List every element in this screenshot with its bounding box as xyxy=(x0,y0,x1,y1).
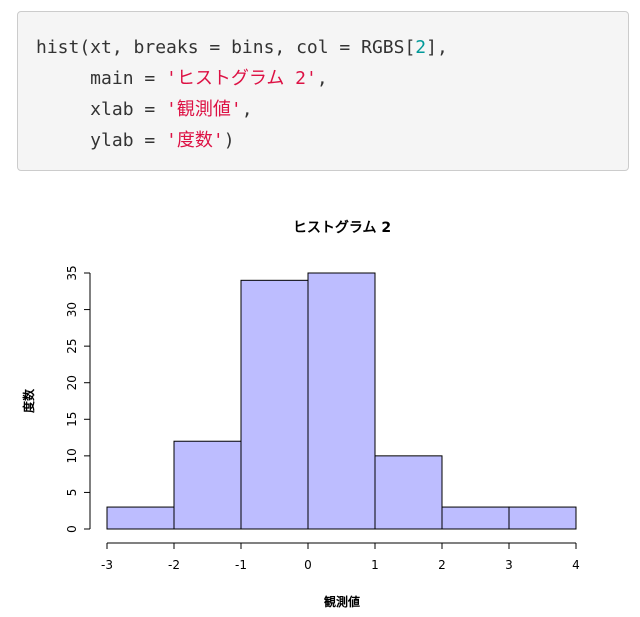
code-block: hist(xt, breaks = bins, col = RGBS[2], m… xyxy=(17,11,629,171)
y-axis-label: 度数 xyxy=(21,388,36,413)
x-tick-label: 1 xyxy=(371,558,379,572)
code-line: main = 'ヒストグラム 2', xyxy=(36,63,610,94)
x-axis: -3 -2 -1 0 1 2 3 4 xyxy=(101,542,580,572)
y-tick-label: 25 xyxy=(65,339,79,354)
histogram-bar xyxy=(173,440,242,530)
histogram-bar xyxy=(307,272,376,530)
code-line: hist(xt, breaks = bins, col = RGBS[2], xyxy=(36,32,610,63)
y-tick-label: 10 xyxy=(65,448,79,463)
x-tick-label: 4 xyxy=(572,558,580,572)
x-tick-label: -1 xyxy=(235,558,247,572)
bars-group xyxy=(106,272,577,530)
y-tick-label: 15 xyxy=(65,412,79,427)
code-token: ) xyxy=(223,130,235,151)
y-tick-label: 5 xyxy=(65,489,79,497)
code-token: main = xyxy=(36,68,167,89)
histogram-bar xyxy=(106,506,175,530)
x-tick-label: -2 xyxy=(168,558,180,572)
code-line: xlab = '観測値', xyxy=(36,94,610,125)
code-token: ], xyxy=(426,37,448,58)
code-token: hist(xt, breaks = bins, col = RGBS[ xyxy=(36,37,416,58)
chart-title: ヒストグラム 2 xyxy=(293,219,391,236)
y-tick-label: 0 xyxy=(65,525,79,533)
histogram-bar xyxy=(240,279,309,530)
x-tick-label: 0 xyxy=(304,558,312,572)
y-tick-label: 20 xyxy=(65,375,79,390)
y-tick-label: 35 xyxy=(65,265,79,280)
code-line: ylab = '度数') xyxy=(36,125,610,156)
x-tick-label: 3 xyxy=(505,558,513,572)
x-tick-label: 2 xyxy=(438,558,446,572)
x-axis-label: 観測値 xyxy=(324,594,360,609)
code-token: '観測値' xyxy=(166,99,242,120)
code-token: 2 xyxy=(415,37,427,58)
code-token: , xyxy=(316,68,328,89)
histogram-bar xyxy=(441,506,510,530)
histogram-bar xyxy=(374,455,443,530)
histogram-chart: ヒストグラム 2 0 5 10 15 20 25 30 35 -3 -2 -1 0 1 2 3 4 観測値 … xyxy=(0,200,640,613)
code-token: xlab = xyxy=(36,99,167,120)
code-token: ylab = xyxy=(36,130,167,151)
y-axis: 0 5 10 15 20 25 30 35 xyxy=(65,265,91,533)
code-token: , xyxy=(241,99,253,120)
x-tick-label: -3 xyxy=(101,558,113,572)
code-token: 'ヒストグラム 2' xyxy=(166,68,317,89)
y-tick-label: 30 xyxy=(65,302,79,317)
histogram-bar xyxy=(508,506,577,530)
code-token: '度数' xyxy=(166,130,224,151)
